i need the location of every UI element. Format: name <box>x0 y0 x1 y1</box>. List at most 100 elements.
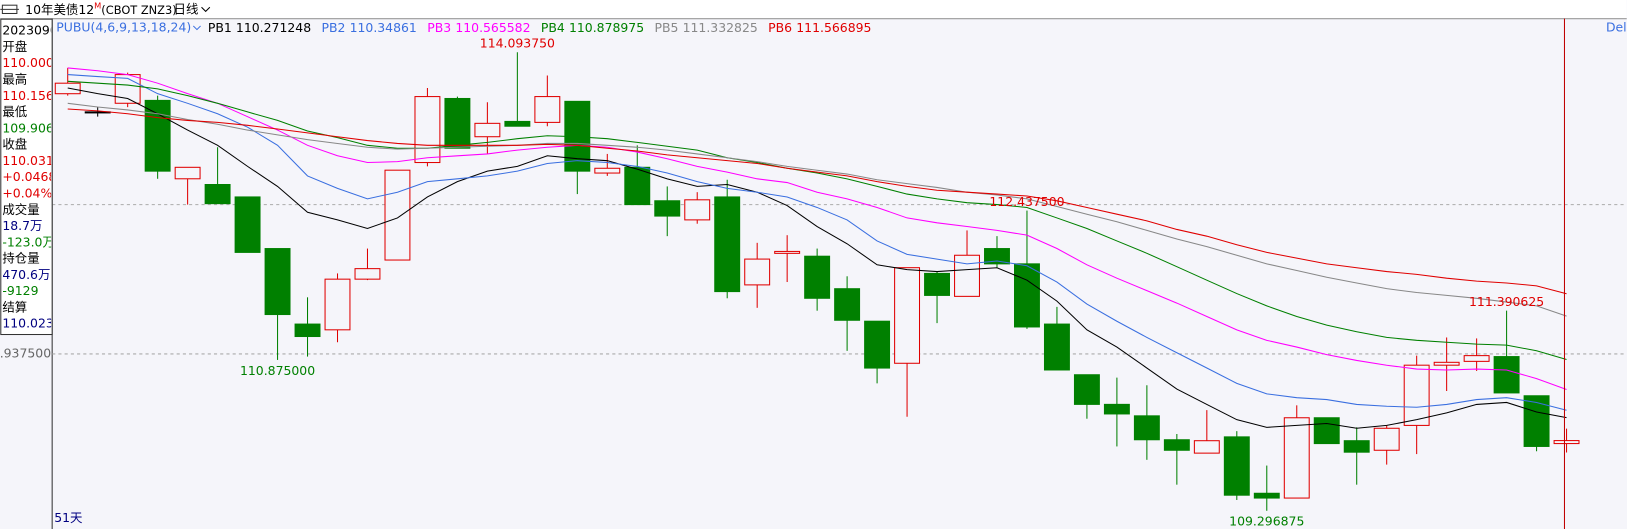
delete-button[interactable]: Del <box>1606 20 1627 35</box>
info-line: 开盘 <box>2 39 27 54</box>
indicator-line <box>67 67 1567 390</box>
candle-body <box>294 323 321 338</box>
indicator-line <box>67 80 1567 361</box>
info-line: 110.0000 <box>2 55 61 70</box>
candle-body <box>624 166 651 206</box>
info-line: 18.7万 <box>2 218 42 233</box>
extreme-label: 110.875000 <box>240 363 315 378</box>
candle-body <box>1133 415 1160 441</box>
info-line: -123.0万 <box>2 234 55 249</box>
candle-body <box>774 250 801 254</box>
candle-body <box>474 122 501 138</box>
indicator-line <box>67 102 1567 317</box>
candle-body <box>384 169 411 261</box>
candle-body <box>1313 417 1340 445</box>
candle-body <box>954 254 980 297</box>
period-selector[interactable]: 日线 <box>174 1 199 16</box>
candle-body <box>1103 403 1130 415</box>
info-line: 470.6万 <box>2 267 50 282</box>
legend-name: PB1 <box>208 20 232 35</box>
footnote: 51天 <box>54 510 82 525</box>
legend-entry: PB5 111.332825 <box>655 20 758 35</box>
candle-body <box>414 96 441 164</box>
legend-value: 111.566895 <box>796 20 871 35</box>
candle-body <box>1193 440 1220 454</box>
legend-name: PB5 <box>655 20 679 35</box>
candle-body <box>984 248 1010 265</box>
info-line: 收盘 <box>2 137 27 152</box>
legend-name: PB3 <box>427 20 451 35</box>
candle-body <box>864 320 891 369</box>
candle-body <box>1373 427 1400 451</box>
indicator-line <box>67 74 1567 411</box>
info-line: 110.0312 <box>2 153 61 168</box>
candle-body <box>1163 439 1190 451</box>
info-panel-box <box>0 18 53 336</box>
info-line: 结算 <box>2 299 27 314</box>
indicator-chevron <box>192 25 201 31</box>
candle-body <box>1223 436 1250 496</box>
info-line: 109.9062 <box>2 120 61 135</box>
candle-body <box>1433 361 1460 366</box>
candle-body <box>1043 323 1070 371</box>
y-tick-label: 110.937500 <box>0 345 51 360</box>
legend-value: 111.332825 <box>683 20 758 35</box>
legend-entry: PB2 110.34861 <box>321 20 416 35</box>
candle-body <box>714 196 741 293</box>
candle-body <box>264 248 291 316</box>
indicator-line <box>67 108 1567 295</box>
symbol-code: (CBOT ZNZ3) <box>101 2 176 16</box>
extreme-label: 112.437500 <box>989 194 1064 209</box>
legend-name: PB4 <box>541 20 565 35</box>
candle-body <box>1073 374 1100 405</box>
legend-value: 110.878975 <box>569 20 644 35</box>
candle-body <box>444 97 471 149</box>
indicator-line <box>67 87 1567 429</box>
info-line: 20230906 <box>2 23 65 38</box>
legend-entry: PB1 110.271248 <box>208 20 311 35</box>
plot: 114.093750 110.875000 112.437500 111.390625… <box>54 35 1580 529</box>
info-line: 最高 <box>2 71 27 86</box>
candle-body <box>1523 395 1550 447</box>
period-chevron[interactable] <box>201 6 211 13</box>
candle-body <box>1493 356 1520 394</box>
candle-body <box>744 258 771 286</box>
legend-entry: PB4 110.878975 <box>541 20 644 35</box>
candle-body <box>684 199 711 221</box>
candle-body <box>834 288 861 321</box>
info-line: +0.04% <box>2 185 52 200</box>
candle-body <box>804 255 831 299</box>
legend-value: 110.271248 <box>236 20 311 35</box>
candle-body <box>1253 492 1280 499</box>
candle-body <box>144 99 171 172</box>
symbol-name: 10年美债12 <box>25 1 94 16</box>
candle-body <box>534 96 561 123</box>
candle-body <box>204 184 231 205</box>
legend-value: 110.565582 <box>455 20 530 35</box>
indicator-name[interactable]: PUBU(4,6,9,13,18,24) <box>56 20 191 35</box>
info-line: 成交量 <box>2 202 39 217</box>
info-line: -9129 <box>2 283 38 298</box>
candle-body <box>654 200 681 217</box>
candle-body <box>1283 417 1310 499</box>
candle-body <box>324 278 351 331</box>
candle-body <box>1463 355 1490 362</box>
legend-entry: PB6 111.566895 <box>768 20 871 35</box>
candle-body <box>174 166 201 180</box>
legend-name: PB6 <box>768 20 792 35</box>
legend: PUBU(4,6,9,13,18,24) PB1 110.271248 PB2 110… <box>56 20 871 35</box>
info-line: 110.0235 <box>2 316 61 331</box>
header-bar <box>0 0 1627 19</box>
candle-body <box>234 196 261 253</box>
candle-body <box>1553 440 1580 445</box>
extreme-label: 111.390625 <box>1469 294 1544 309</box>
legend-name: PB2 <box>321 20 345 35</box>
symbol-superscript: M <box>94 0 101 10</box>
candle-body <box>1014 263 1040 328</box>
info-line: 最低 <box>2 104 27 119</box>
legend-entry: PB3 110.565582 <box>427 20 530 35</box>
